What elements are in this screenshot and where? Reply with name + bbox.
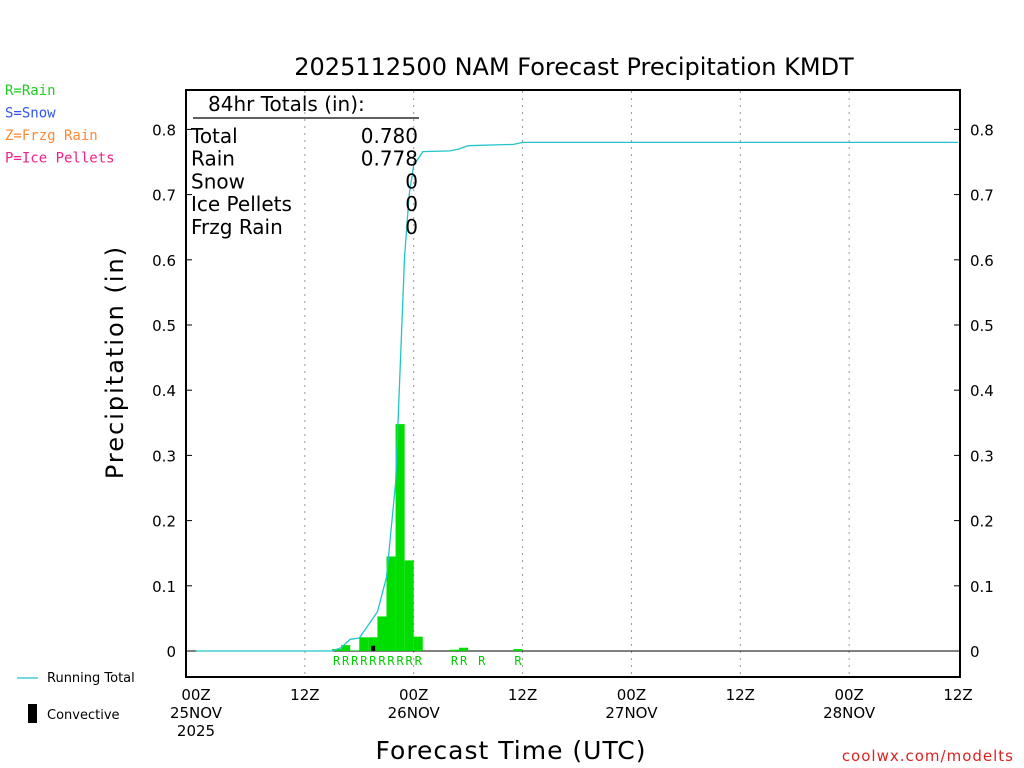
totals-box: 84hr Totals (in): Total 0.780 Rain 0.778 Sno… bbox=[190, 92, 419, 239]
chart-title: 2025112500 NAM Forecast Precipitation KM… bbox=[294, 53, 854, 81]
y-tick-label: 0.8 bbox=[152, 121, 176, 139]
totals-row-label: Ice Pellets bbox=[191, 192, 292, 216]
totals-row-label: Total bbox=[190, 124, 238, 148]
precip-bars bbox=[332, 424, 523, 651]
totals-row-value: 0 bbox=[405, 215, 418, 239]
x-tick-label: 00Z bbox=[181, 686, 210, 704]
precip-type-label: R bbox=[369, 654, 377, 668]
y-tick-label: 0.7 bbox=[970, 187, 994, 205]
y-tick-label: 0.6 bbox=[152, 252, 176, 270]
credit-text: coolwx.com/modelts bbox=[842, 747, 1014, 765]
rain-bar bbox=[395, 424, 405, 651]
x-axis-title: Forecast Time (UTC) bbox=[376, 736, 647, 765]
precip-type-label: R bbox=[415, 654, 423, 668]
precip-type-label: R bbox=[378, 654, 386, 668]
x-tick-label: 26NOV bbox=[388, 704, 441, 722]
convective-legend-swatch bbox=[28, 704, 37, 723]
x-tick-label: 12Z bbox=[290, 686, 319, 704]
y-tick-label: 0.7 bbox=[152, 187, 176, 205]
convective-legend-label: Convective bbox=[47, 708, 120, 723]
precip-type-label: R bbox=[351, 654, 359, 668]
rain-bar bbox=[359, 637, 369, 651]
convective-bar bbox=[371, 645, 376, 651]
x-tick-label: 12Z bbox=[726, 686, 755, 704]
precip-type-label: R bbox=[333, 654, 341, 668]
y-tick-label: 0.2 bbox=[970, 513, 994, 531]
totals-row-label: Snow bbox=[191, 169, 245, 193]
y-tick-label: 0.3 bbox=[152, 447, 176, 465]
y-axis-left: 0 0.1 0.2 0.3 0.4 0.5 0.6 0.7 0.8 bbox=[152, 121, 192, 661]
x-tick-label: 00Z bbox=[617, 686, 646, 704]
precip-type-label: R bbox=[396, 654, 404, 668]
totals-row-value: 0.778 bbox=[361, 147, 418, 171]
rain-bar bbox=[377, 616, 387, 651]
rain-bar bbox=[341, 645, 351, 651]
precip-type-label: R bbox=[342, 654, 350, 668]
totals-row-label: Frzg Rain bbox=[191, 215, 283, 239]
x-tick-label: 27NOV bbox=[605, 704, 658, 722]
running-total-legend-label: Running Total bbox=[47, 671, 135, 686]
x-tick-label: 00Z bbox=[834, 686, 863, 704]
precip-type-label: R bbox=[360, 654, 368, 668]
rain-bar bbox=[513, 649, 523, 651]
totals-row-value: 0.780 bbox=[361, 124, 418, 148]
precip-type-label: R bbox=[451, 654, 459, 668]
precip-type-label: R bbox=[514, 654, 522, 668]
precip-type-label: R bbox=[387, 654, 395, 668]
precip-type-key: R=Rain S=Snow Z=Frzg Rain P=Ice Pellets bbox=[5, 83, 115, 167]
rain-bar bbox=[459, 647, 469, 651]
y-axis-right: 0 0.1 0.2 0.3 0.4 0.5 0.6 0.7 0.8 bbox=[954, 121, 994, 661]
rain-bar bbox=[404, 560, 414, 651]
y-tick-label: 0.4 bbox=[970, 382, 994, 400]
x-tick-label: 12Z bbox=[508, 686, 537, 704]
y-tick-label: 0 bbox=[166, 643, 176, 661]
totals-row-value: 0 bbox=[405, 169, 418, 193]
totals-row-value: 0 bbox=[405, 192, 418, 216]
rain-bar bbox=[450, 649, 460, 651]
precip-type-key-item: R=Rain bbox=[5, 83, 56, 99]
totals-row-label: Rain bbox=[191, 147, 235, 171]
precip-type-key-item: P=Ice Pellets bbox=[5, 151, 115, 167]
precip-type-label: R bbox=[406, 654, 414, 668]
precip-type-label: R bbox=[478, 654, 486, 668]
rain-bar bbox=[350, 650, 360, 651]
running-total-line bbox=[196, 141, 958, 652]
precip-type-key-item: Z=Frzg Rain bbox=[5, 128, 98, 144]
y-tick-label: 0.1 bbox=[970, 578, 994, 596]
y-tick-label: 0 bbox=[970, 643, 980, 661]
y-axis-title: Precipitation (in) bbox=[101, 245, 129, 479]
x-tick-label: 12Z bbox=[943, 686, 972, 704]
x-tick-label: 00Z bbox=[399, 686, 428, 704]
y-tick-label: 0.2 bbox=[152, 513, 176, 531]
convective-bars bbox=[371, 645, 376, 651]
precip-type-label: R bbox=[460, 654, 468, 668]
y-tick-label: 0.8 bbox=[970, 121, 994, 139]
x-tick-label: 2025 bbox=[177, 722, 215, 740]
x-tick-label: 25NOV bbox=[170, 704, 223, 722]
y-tick-label: 0.5 bbox=[970, 317, 994, 335]
x-tick-label: 28NOV bbox=[823, 704, 876, 722]
rain-bar bbox=[368, 637, 378, 651]
rain-bar bbox=[413, 636, 423, 651]
y-tick-label: 0.4 bbox=[152, 382, 176, 400]
totals-heading: 84hr Totals (in): bbox=[208, 92, 365, 116]
y-tick-label: 0.6 bbox=[970, 252, 994, 270]
y-tick-label: 0.1 bbox=[152, 578, 176, 596]
rain-bar bbox=[386, 556, 396, 651]
precip-type-key-item: S=Snow bbox=[5, 106, 56, 122]
plot-frame bbox=[185, 89, 961, 678]
y-tick-label: 0.3 bbox=[970, 447, 994, 465]
y-tick-label: 0.5 bbox=[152, 317, 176, 335]
